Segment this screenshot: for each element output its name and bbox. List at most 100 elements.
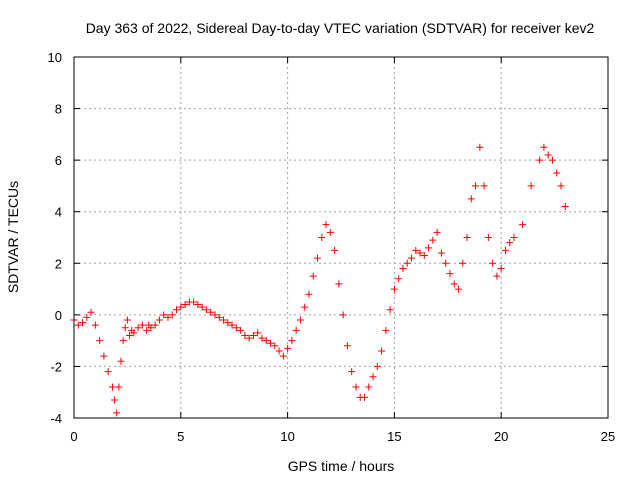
data-points (70, 143, 569, 417)
data-point (215, 313, 223, 321)
data-point (194, 301, 202, 309)
data-point (489, 259, 497, 267)
data-point (241, 331, 249, 339)
data-point (115, 383, 123, 391)
data-point (429, 236, 437, 244)
data-point (390, 285, 398, 293)
data-point (480, 182, 488, 190)
data-point (369, 373, 377, 381)
data-point (113, 409, 121, 417)
data-point (224, 319, 232, 327)
data-point (147, 324, 155, 332)
data-point (91, 321, 99, 329)
plot-frame (73, 56, 609, 419)
data-point (181, 301, 189, 309)
data-point (412, 246, 420, 254)
data-point (519, 221, 527, 229)
data-point (134, 324, 142, 332)
data-point (510, 234, 518, 241)
data-point (472, 182, 480, 190)
data-point (275, 347, 283, 355)
data-point (536, 156, 544, 164)
data-point (155, 316, 163, 324)
data-point (326, 228, 334, 236)
data-point (463, 234, 471, 241)
data-point (74, 321, 82, 329)
x-tick-label: 25 (601, 429, 615, 444)
data-point (151, 321, 159, 329)
data-point (416, 249, 424, 257)
data-point (506, 239, 514, 247)
data-point (437, 249, 445, 257)
axis-ticks (73, 56, 609, 419)
data-point (454, 285, 462, 293)
data-point (87, 308, 95, 316)
y-tick-label: 8 (55, 102, 62, 117)
data-point (168, 311, 176, 319)
y-tick-label: 6 (55, 153, 62, 168)
data-point (237, 326, 245, 334)
data-point (442, 259, 450, 267)
data-point (348, 368, 356, 376)
x-tick-label: 0 (70, 429, 77, 444)
data-point (309, 272, 317, 280)
data-point (467, 195, 475, 203)
data-point (202, 306, 210, 314)
data-point (322, 221, 330, 229)
data-point (296, 316, 304, 324)
data-point (207, 308, 215, 316)
data-point (331, 246, 339, 254)
data-point (138, 321, 146, 329)
data-point (96, 337, 104, 345)
data-point (119, 337, 127, 345)
data-point (378, 347, 386, 355)
data-point (553, 169, 561, 177)
data-point (232, 324, 240, 332)
data-point (497, 264, 505, 272)
data-point (83, 313, 91, 321)
data-point (258, 334, 266, 342)
data-point (228, 321, 236, 329)
data-point (254, 329, 262, 337)
x-tick-label: 10 (280, 429, 294, 444)
data-point (433, 228, 441, 236)
y-axis-label: SDTVAR / TECUs (5, 181, 21, 293)
data-point (365, 383, 373, 391)
data-point (446, 270, 454, 278)
data-point (108, 383, 116, 391)
x-tick-labels: 0 5 10 15 20 25 (70, 429, 615, 444)
data-point (279, 352, 287, 360)
data-point (339, 311, 347, 319)
data-point (399, 264, 407, 272)
data-point (177, 303, 185, 311)
y-tick-label: 2 (55, 256, 62, 271)
data-point (548, 156, 556, 164)
y-tick-label: 10 (48, 50, 62, 65)
data-point (459, 259, 467, 267)
data-point (143, 326, 151, 334)
data-point (407, 254, 415, 262)
data-point (211, 311, 219, 319)
data-point (130, 329, 138, 337)
data-point (245, 334, 253, 342)
data-point (484, 234, 492, 241)
data-point (100, 352, 108, 360)
x-axis-label: GPS time / hours (288, 458, 395, 474)
data-point (121, 324, 129, 332)
data-point (126, 331, 134, 339)
data-point (123, 316, 131, 324)
data-point (425, 244, 433, 252)
x-tick-label: 20 (494, 429, 508, 444)
data-point (262, 337, 270, 345)
data-point (249, 331, 257, 339)
data-point (450, 280, 458, 288)
data-point (318, 234, 326, 241)
data-point (271, 342, 279, 350)
data-point (527, 182, 535, 190)
data-point (382, 326, 390, 334)
y-tick-label: 0 (55, 308, 62, 323)
grid (74, 57, 608, 418)
data-point (301, 303, 309, 311)
data-point (557, 182, 565, 190)
data-point (493, 272, 501, 280)
